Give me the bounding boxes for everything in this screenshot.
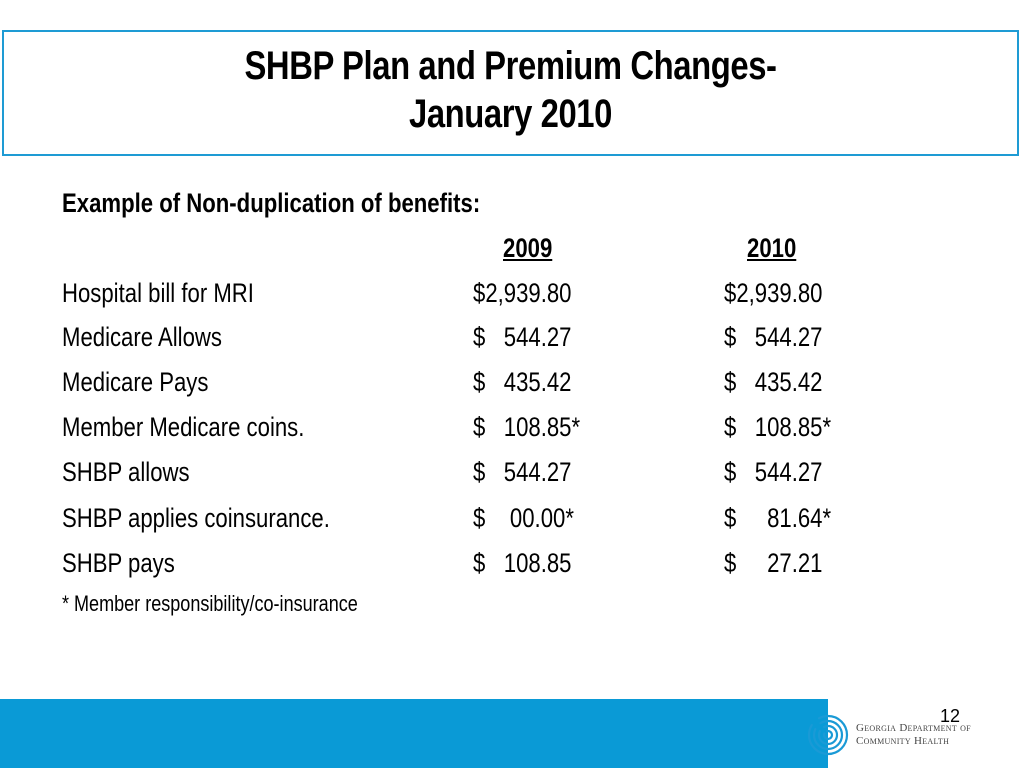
row-label: Member Medicare coins. <box>62 412 305 442</box>
column-header-2010: 2010 <box>747 233 797 263</box>
row-label: Medicare Pays <box>62 367 209 397</box>
column-header-2009: 2009 <box>503 233 553 263</box>
table-row: Member Medicare coins. $ 108.85* $ 108.8… <box>0 405 1024 449</box>
row-value-2009: $ 544.27 <box>473 322 572 352</box>
row-value-2009: $ 435.42 <box>473 367 572 397</box>
dch-swirl-logo-icon <box>807 714 849 756</box>
row-value-2009: $ 544.27 <box>473 457 572 487</box>
table-row: Medicare Pays $ 435.42 $ 435.42 <box>0 360 1024 404</box>
table-row: Hospital bill for MRI $2,939.80 $2,939.8… <box>0 271 1024 315</box>
table-row: Medicare Allows $ 544.27 $ 544.27 <box>0 315 1024 359</box>
footer-bar <box>0 699 828 768</box>
footnote: * Member responsibility/co-insurance <box>62 591 358 616</box>
logo-line-2: Community Health <box>856 735 950 747</box>
table-row: SHBP pays $ 108.85 $ 27.21 <box>0 541 1024 585</box>
table-row: SHBP allows $ 544.27 $ 544.27 <box>0 450 1024 494</box>
row-label: Medicare Allows <box>62 322 222 352</box>
row-value-2009: $ 00.00* <box>473 503 574 533</box>
row-value-2009: $2,939.80 <box>473 278 572 308</box>
row-value-2009: $ 108.85* <box>473 412 581 442</box>
page-number: 12 <box>940 706 961 726</box>
table-row: SHBP applies coinsurance. $ 00.00* $ 81.… <box>0 496 1024 540</box>
row-label: SHBP applies coinsurance. <box>62 503 330 533</box>
row-value-2010: $ 435.42 <box>724 367 823 397</box>
row-label: Hospital bill for MRI <box>62 278 254 308</box>
slide-subtitle: Example of Non-duplication of benefits: <box>62 188 481 218</box>
logo-line-1: Georgia Department of <box>856 722 971 734</box>
title-box: SHBP Plan and Premium Changes- January 2… <box>2 30 1019 156</box>
row-label: SHBP allows <box>62 457 190 487</box>
row-value-2010: $ 544.27 <box>724 457 823 487</box>
row-value-2010: $2,939.80 <box>724 278 823 308</box>
slide-title-line-1: SHBP Plan and Premium Changes- <box>244 44 777 88</box>
slide-title-line-2: January 2010 <box>409 92 612 136</box>
row-value-2010: $ 27.21 <box>724 548 823 578</box>
footer-logo-area <box>828 699 1024 768</box>
row-value-2010: $ 81.64* <box>724 503 832 533</box>
row-value-2010: $ 108.85* <box>724 412 832 442</box>
row-label: SHBP pays <box>62 548 175 578</box>
dch-logo-wordmark: Georgia Department of Community Health <box>856 722 971 748</box>
row-value-2010: $ 544.27 <box>724 322 823 352</box>
row-value-2009: $ 108.85 <box>473 548 572 578</box>
